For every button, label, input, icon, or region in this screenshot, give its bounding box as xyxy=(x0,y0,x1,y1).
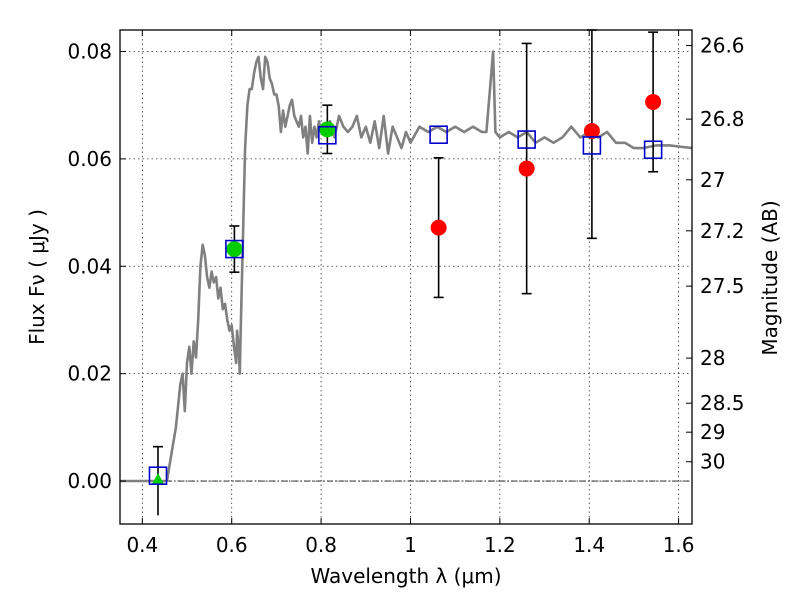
mag-tick-label: 26.8 xyxy=(700,107,745,131)
y-tick-label: 0.06 xyxy=(67,147,112,171)
x-tick-label: 1.4 xyxy=(573,533,605,557)
green-triangle-marker xyxy=(151,473,164,485)
y-axis-ticks: 0.00 0.02 0.04 0.06 0.08 xyxy=(67,39,126,493)
model-square-marker xyxy=(582,136,602,155)
red-circle-marker xyxy=(645,93,662,110)
green-circle-marker xyxy=(226,241,243,258)
mag-tick-label: 29 xyxy=(700,420,725,444)
model-square-marker xyxy=(643,140,663,160)
x-axis-ticks: 0.4 0.6 0.8 1 1.2 1.4 1.6 xyxy=(126,30,695,557)
model-square-marker xyxy=(429,125,448,145)
error-bars xyxy=(152,29,659,516)
model-square-marker xyxy=(225,239,244,259)
plot-frame xyxy=(119,29,693,525)
red-circle-marker xyxy=(583,122,600,139)
x-tick-label: 0.4 xyxy=(126,533,158,557)
red-circle-marker xyxy=(518,160,535,177)
x-tick-label: 1.6 xyxy=(663,533,695,557)
mag-tick-label: 28.5 xyxy=(700,391,745,415)
y2-axis-label: Magnitude (AB) xyxy=(758,200,782,355)
mag-tick-label: 30 xyxy=(700,450,725,474)
model-square-marker xyxy=(318,125,337,145)
x-tick-label: 0.6 xyxy=(216,533,248,557)
y-axis-label: Flux Fν ( μJy ) xyxy=(25,209,49,345)
magnitude-axis-ticks: 26.6 26.8 27 27.2 27.5 28 28.5 29 30 xyxy=(686,34,745,474)
red-circle-marker xyxy=(430,219,447,236)
y-tick-label: 0.00 xyxy=(67,469,112,493)
mag-tick-label: 27.2 xyxy=(700,219,745,243)
spectrum-line xyxy=(120,50,693,483)
x-tick-label: 0.8 xyxy=(305,533,337,557)
mag-tick-label: 26.6 xyxy=(700,34,745,58)
data-markers xyxy=(148,93,663,485)
mag-tick-label: 27 xyxy=(700,168,725,192)
x-tick-label: 1 xyxy=(404,533,417,557)
y-tick-label: 0.04 xyxy=(67,254,112,278)
mag-tick-label: 27.5 xyxy=(700,274,745,298)
x-tick-label: 1.2 xyxy=(484,533,516,557)
spectrum-series xyxy=(120,50,693,483)
model-square-marker xyxy=(148,466,168,485)
green-circle-marker xyxy=(319,121,336,138)
y-tick-label: 0.02 xyxy=(67,362,112,386)
mag-tick-label: 28 xyxy=(700,346,725,370)
model-square-marker xyxy=(517,130,536,149)
x-axis-label: Wavelength λ (μm) xyxy=(310,564,501,588)
y-tick-label: 0.08 xyxy=(67,39,112,63)
